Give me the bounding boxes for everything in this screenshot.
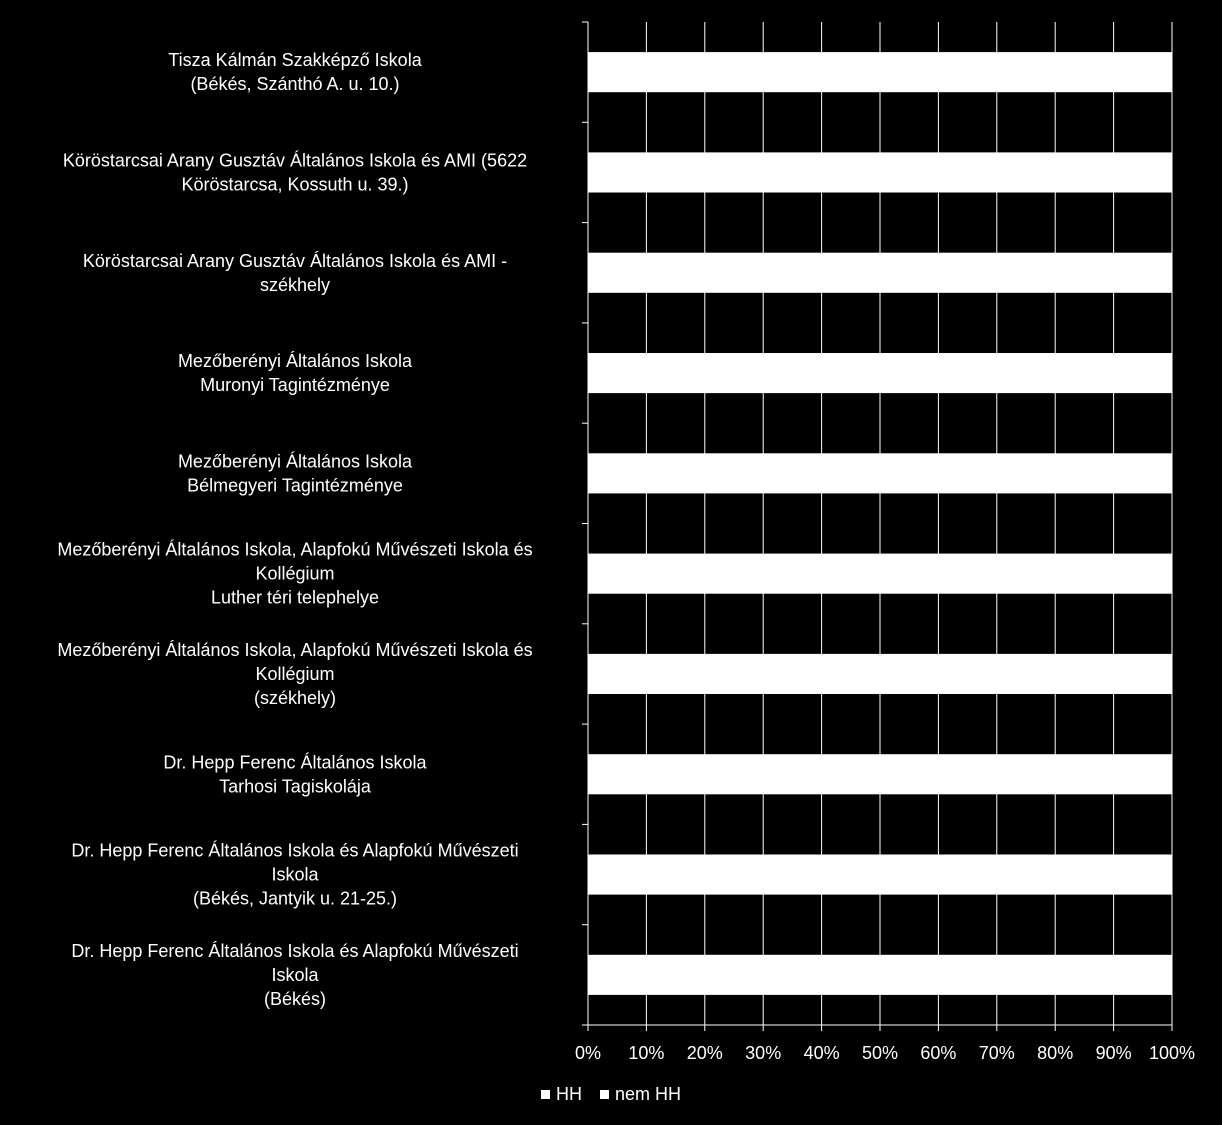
bar-nem-hh	[588, 52, 1172, 93]
legend-item-hh: HH	[540, 1084, 582, 1105]
category-label-line: Tarhosi Tagiskolája	[219, 776, 372, 796]
category-label-line: Dr. Hepp Ferenc Általános Iskola és Alap…	[71, 941, 518, 961]
bar-nem-hh	[588, 653, 1172, 695]
legend-swatch-nem-hh	[599, 1090, 609, 1099]
category-label-line: Köröstarcsai Arany Gusztáv Általános Isk…	[63, 150, 527, 170]
bar-nem-hh	[588, 754, 1172, 795]
category-label-line: Iskola	[271, 865, 319, 885]
x-tick-label: 70%	[979, 1043, 1015, 1063]
category-label: Köröstarcsai Arany Gusztáv Általános Isk…	[83, 251, 507, 295]
legend: HH nem HH	[0, 1084, 1222, 1105]
category-label: Dr. Hepp Ferenc Általános Iskola és Alap…	[71, 841, 518, 909]
category-label-line: Mezőberényi Általános Iskola	[178, 451, 413, 471]
category-label-line: (székhely)	[254, 688, 336, 708]
x-tick-label: 10%	[628, 1043, 664, 1063]
category-label-line: Iskola	[271, 965, 319, 985]
x-tick-label: 20%	[687, 1043, 723, 1063]
x-tick-label: 80%	[1037, 1043, 1073, 1063]
bar-nem-hh	[588, 954, 1172, 995]
category-label: Dr. Hepp Ferenc Általános Iskola és Alap…	[71, 941, 518, 1009]
category-label-line: Luther téri telephelye	[211, 588, 379, 608]
category-label-line: Mezőberényi Általános Iskola, Alapfokú M…	[57, 640, 532, 660]
x-tick-label: 50%	[862, 1043, 898, 1063]
x-tick-label: 90%	[1096, 1043, 1132, 1063]
category-label-line: Köröstarcsai Arany Gusztáv Általános Isk…	[83, 251, 507, 271]
category-label-line: (Békés, Jantyik u. 21-25.)	[193, 889, 397, 909]
category-label-line: Bélmegyeri Tagintézménye	[187, 475, 403, 495]
category-label-line: Köröstarcsa, Kossuth u. 39.)	[181, 174, 408, 194]
category-label-line: Dr. Hepp Ferenc Általános Iskola	[163, 752, 427, 772]
category-label-line: (Békés, Szánthó A. u. 10.)	[190, 74, 399, 94]
bar-nem-hh	[588, 352, 1172, 394]
legend-label-nem-hh: nem HH	[614, 1084, 681, 1104]
category-label-line: székhely	[260, 275, 330, 295]
category-label: Mezőberényi Általános Iskola Bélmegyeri T…	[178, 451, 413, 495]
legend-item-nem-hh: nem HH	[599, 1084, 681, 1105]
x-tick-label: 100%	[1149, 1043, 1195, 1063]
bar-nem-hh	[588, 854, 1172, 895]
bar-nem-hh	[588, 453, 1172, 494]
category-label-line: Kollégium	[255, 664, 334, 684]
category-label-line: Muronyi Tagintézménye	[200, 375, 390, 395]
category-label-line: Tisza Kálmán Szakképző Iskola	[168, 50, 422, 70]
category-label: Dr. Hepp Ferenc Általános Iskola Tarhosi …	[163, 752, 427, 796]
bar-nem-hh	[588, 152, 1172, 193]
category-label: Tisza Kálmán Szakképző Iskola (Békés, Szá…	[168, 50, 422, 94]
bar-nem-hh	[588, 252, 1172, 293]
category-label-line: Mezőberényi Általános Iskola	[178, 351, 413, 371]
legend-label-hh: HH	[555, 1084, 582, 1104]
x-tick-label: 0%	[575, 1043, 601, 1063]
category-label: Mezőberényi Általános Iskola, Alapfokú M…	[57, 540, 532, 608]
category-label: Köröstarcsai Arany Gusztáv Általános Isk…	[63, 150, 527, 194]
x-tick-label: 30%	[745, 1043, 781, 1063]
category-label-line: Dr. Hepp Ferenc Általános Iskola és Alap…	[71, 841, 518, 861]
bar-nem-hh	[588, 553, 1172, 594]
x-tick-label: 40%	[804, 1043, 840, 1063]
category-label: Mezőberényi Általános Iskola, Alapfokú M…	[57, 640, 532, 708]
x-tick-label: 60%	[920, 1043, 956, 1063]
category-label-line: Mezőberényi Általános Iskola, Alapfokú M…	[57, 540, 532, 560]
category-label: Mezőberényi Általános Iskola Muronyi Tagi…	[178, 351, 413, 395]
category-label-line: Kollégium	[255, 564, 334, 584]
category-label-line: (Békés)	[264, 989, 326, 1009]
legend-swatch-hh	[540, 1090, 550, 1099]
